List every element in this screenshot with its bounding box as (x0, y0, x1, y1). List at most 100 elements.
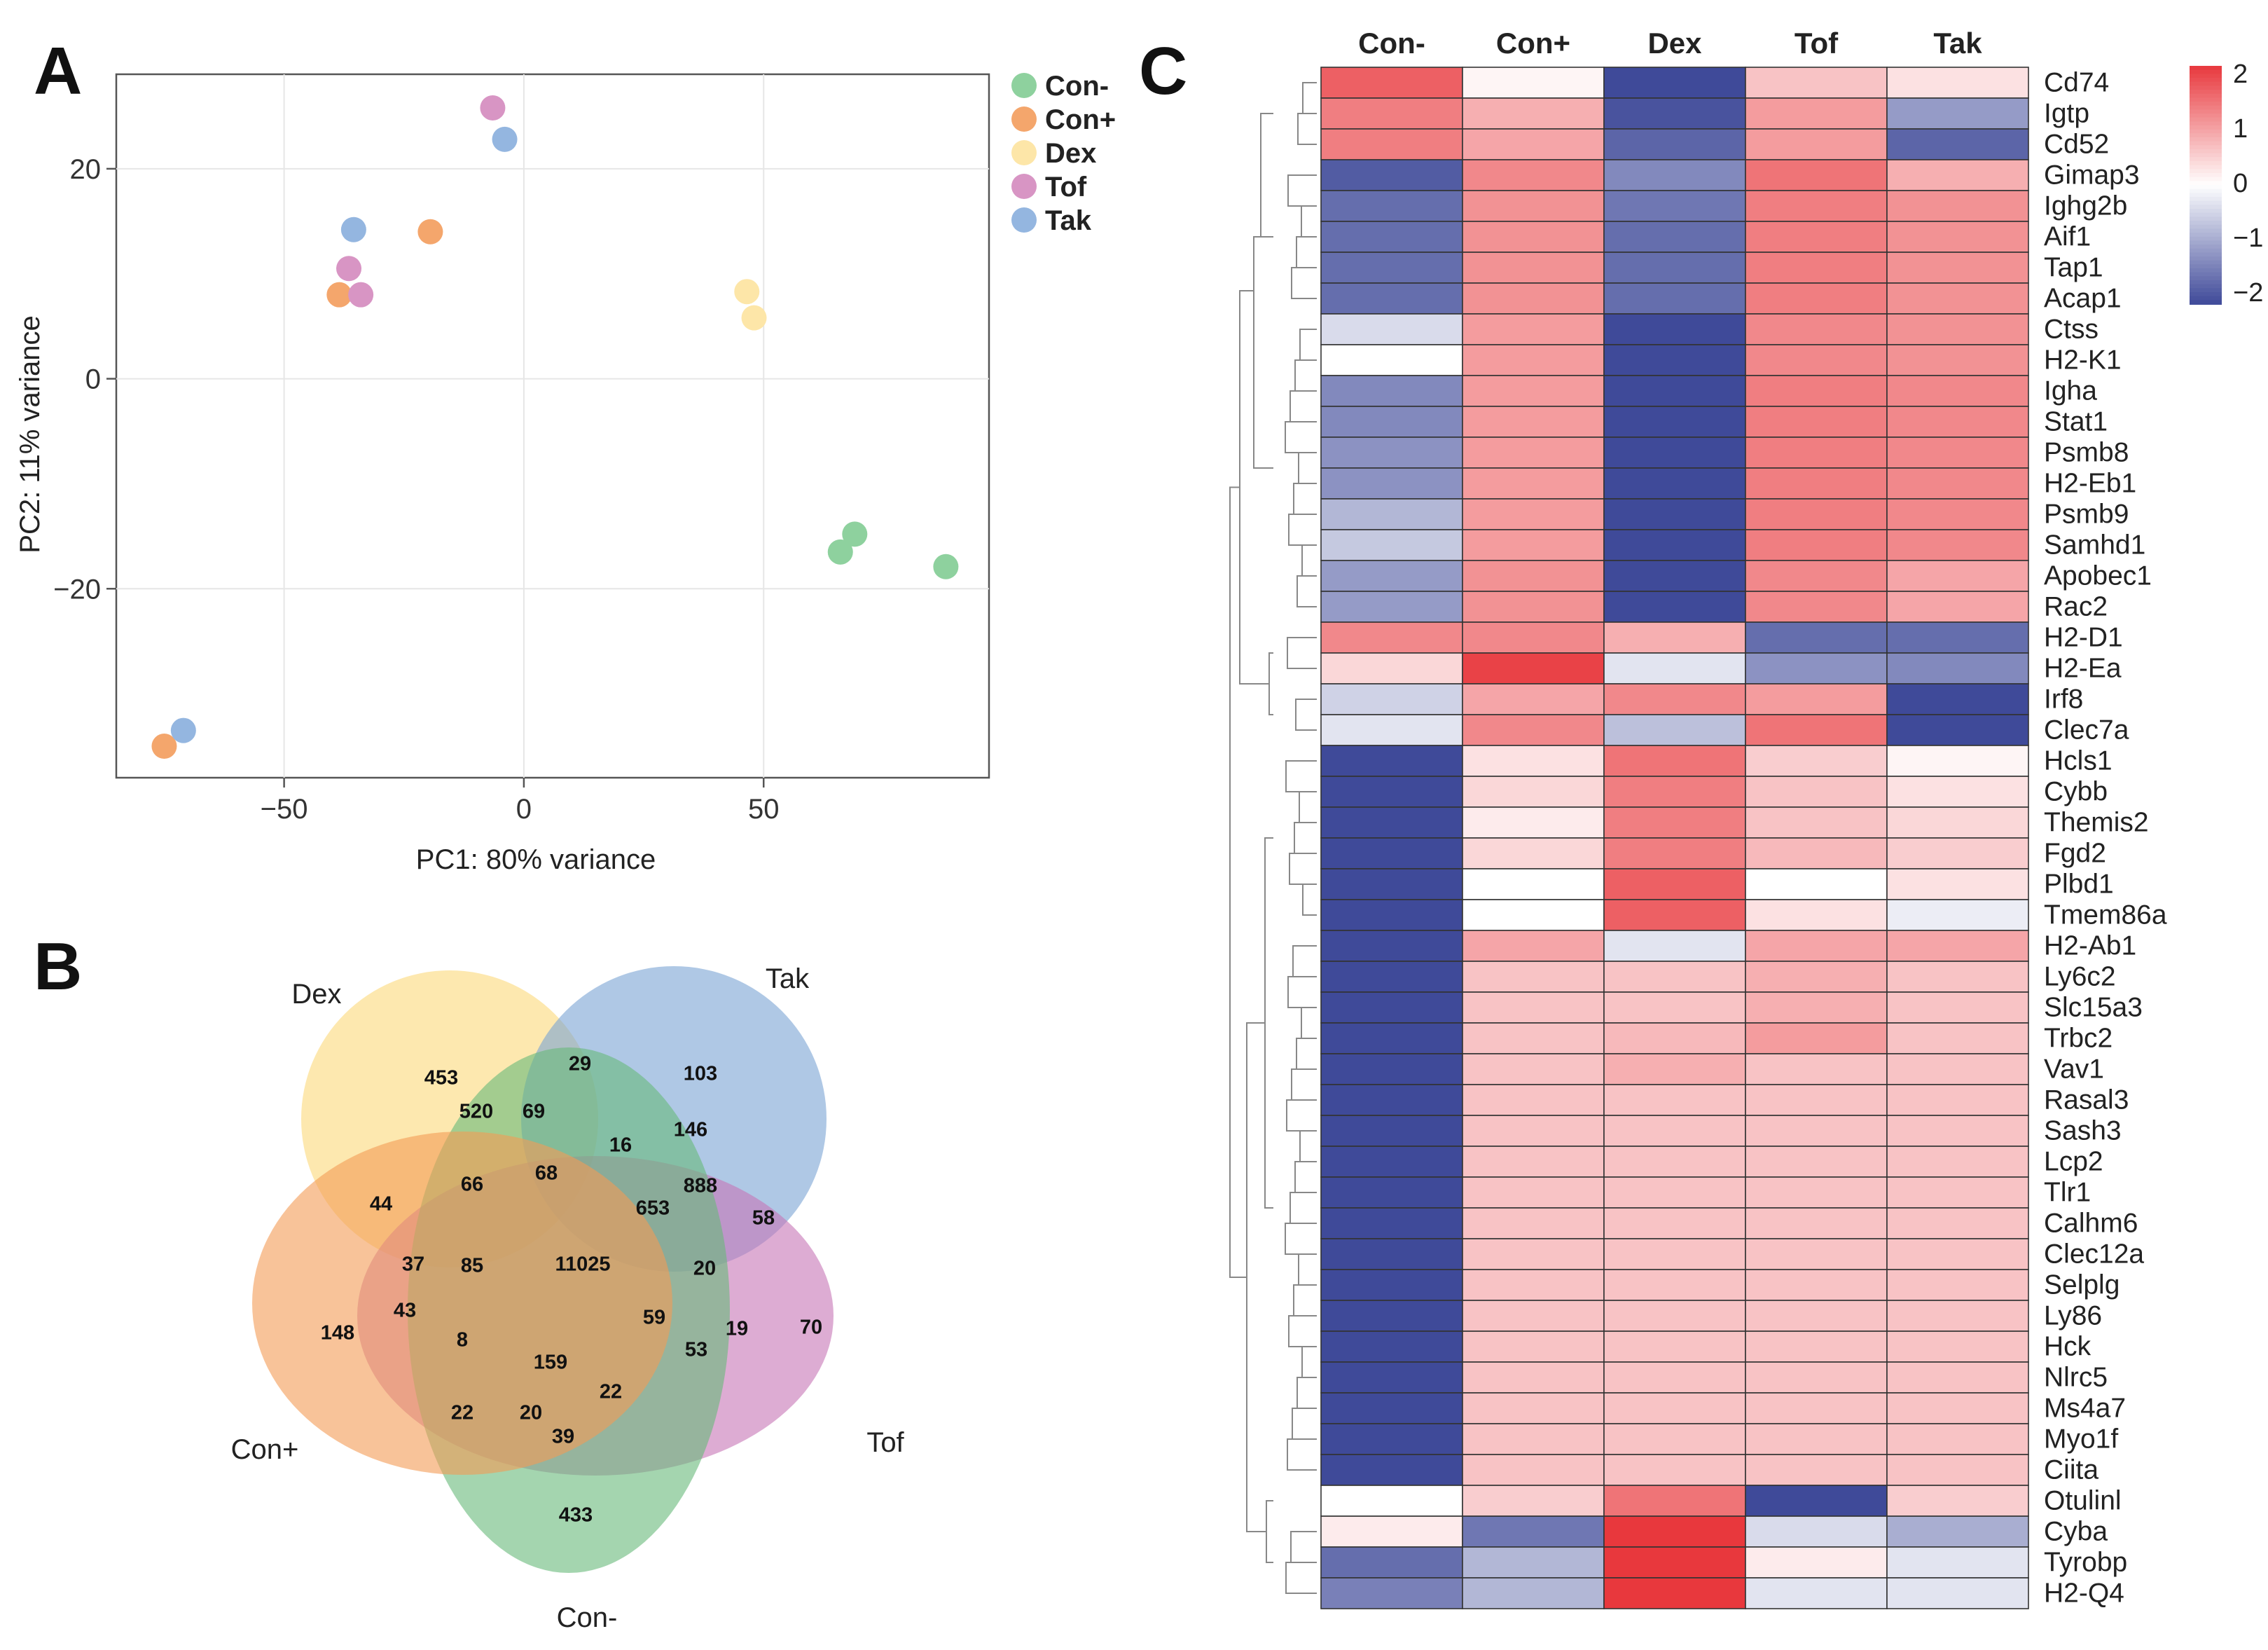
heatmap-cell (1462, 899, 1605, 931)
heatmap-cell (1462, 159, 1605, 191)
venn-count: 20 (693, 1258, 716, 1280)
dendrogram-branch (1292, 945, 1317, 977)
colorbar-segment (2190, 252, 2222, 257)
venn-count: 70 (800, 1316, 822, 1339)
heatmap-cells (1320, 67, 2029, 1609)
heatmap-cell (1320, 1392, 1463, 1424)
heatmap-cell (1462, 837, 1605, 869)
heatmap-cell (1603, 591, 1746, 623)
dendrogram-branch (1297, 1377, 1317, 1409)
heatmap-gene-label: Otulinl (2044, 1485, 2122, 1515)
colorbar-segment (2190, 209, 2222, 214)
colorbar-segment (2190, 114, 2222, 118)
colorbar-segment (2190, 296, 2222, 301)
pca-x-axis-label: PC1: 80% variance (416, 844, 656, 875)
heatmap-gene-label: Irf8 (2044, 684, 2083, 714)
heatmap-cell (1745, 159, 1888, 191)
heatmap-cell (1603, 190, 1746, 222)
heatmap-cell (1745, 529, 1888, 561)
heatmap-cell (1320, 344, 1463, 376)
colorbar-segment (2190, 66, 2222, 71)
heatmap-gene-labels: Cd74IgtpCd52Gimap3Ighg2bAif1Tap1Acap1Cts… (2044, 67, 2167, 1608)
heatmap-cell (1603, 467, 1746, 500)
dendrogram-branch (1260, 113, 1273, 238)
pca-legend-swatch (1011, 207, 1037, 233)
heatmap-cell (1603, 313, 1746, 345)
heatmap-gene-label: Aif1 (2044, 221, 2091, 252)
heatmap-cell (1320, 1084, 1463, 1116)
colorbar-segment (2190, 173, 2222, 178)
heatmap-cell (1462, 1454, 1605, 1486)
venn-count: 16 (609, 1134, 632, 1157)
heatmap-gene-label: Cd52 (2044, 129, 2109, 159)
heatmap-cell (1603, 498, 1746, 530)
heatmap-cell (1745, 930, 1888, 962)
heatmap-cell (1462, 375, 1605, 407)
heatmap-cell (1886, 930, 2029, 962)
heatmap-cell (1462, 991, 1605, 1024)
heatmap-cell (1886, 652, 2029, 685)
colorbar-segment (2190, 153, 2222, 158)
heatmap-cell (1745, 1331, 1888, 1363)
venn-count: 37 (402, 1253, 424, 1276)
heatmap-gene-label: Ly86 (2044, 1300, 2102, 1331)
pca-point (417, 219, 443, 245)
heatmap-cell (1603, 529, 1746, 561)
heatmap-cell (1320, 652, 1463, 685)
colorbar-segment (2190, 78, 2222, 83)
heatmap-cell (1886, 1053, 2029, 1085)
heatmap-cell (1745, 714, 1888, 746)
heatmap-cell (1603, 868, 1746, 900)
heatmap-gene-label: Lcp2 (2044, 1146, 2103, 1176)
heatmap-cell (1886, 1022, 2029, 1054)
heatmap-cell (1320, 529, 1463, 561)
heatmap-cell (1320, 899, 1463, 931)
dendrogram-branch (1285, 1562, 1317, 1594)
heatmap-cell (1886, 1423, 2029, 1455)
heatmap-cell (1886, 1546, 2029, 1579)
heatmap-cell (1745, 1423, 1888, 1455)
heatmap-cell (1603, 1361, 1746, 1394)
pca-points (151, 95, 959, 759)
heatmap-cell (1745, 1238, 1888, 1270)
heatmap-gene-label: Rasal3 (2044, 1085, 2129, 1115)
heatmap-cell (1603, 1485, 1746, 1517)
colorbar-segment (2190, 193, 2222, 198)
colorbar-segment (2190, 129, 2222, 135)
dendrogram-branch (1301, 544, 1317, 577)
dendrogram-branch (1268, 652, 1273, 715)
heatmap-gene-label: Psmb8 (2044, 437, 2129, 467)
heatmap-cell (1745, 1361, 1888, 1394)
dendrogram-branch (1297, 575, 1317, 607)
heatmap-cell (1745, 190, 1888, 222)
heatmap-cell (1886, 252, 2029, 284)
heatmap-cell (1745, 1485, 1888, 1517)
heatmap-cell (1462, 560, 1605, 592)
pca-legend-label: Tof (1045, 172, 1087, 202)
colorbar-segment (2190, 188, 2222, 194)
heatmap-gene-label: Themis2 (2044, 807, 2149, 837)
heatmap-cell (1320, 313, 1463, 345)
heatmap-cell (1320, 1577, 1463, 1609)
heatmap-cell (1462, 313, 1605, 345)
venn-count: 44 (370, 1193, 392, 1216)
heatmap-cell (1603, 97, 1746, 130)
heatmap-cell (1462, 652, 1605, 685)
heatmap-cell (1320, 1176, 1463, 1209)
colorbar-segment (2190, 245, 2222, 249)
heatmap-cell (1745, 1454, 1888, 1486)
heatmap-cell (1603, 406, 1746, 438)
venn-count: 22 (600, 1381, 622, 1403)
dendrogram-branch (1266, 1500, 1273, 1563)
heatmap-cell (1320, 1485, 1463, 1517)
dendrogram-branch (1288, 514, 1317, 546)
heatmap-cell (1745, 868, 1888, 900)
venn-count: 433 (559, 1504, 593, 1527)
heatmap-cell (1320, 498, 1463, 530)
heatmap-cell (1745, 1577, 1888, 1609)
heatmap-cell (1462, 1485, 1605, 1517)
pca-plot-frame (115, 73, 990, 779)
heatmap-cell (1462, 1084, 1605, 1116)
pca-legend-swatch (1011, 140, 1037, 165)
dendrogram-branch (1289, 390, 1317, 422)
